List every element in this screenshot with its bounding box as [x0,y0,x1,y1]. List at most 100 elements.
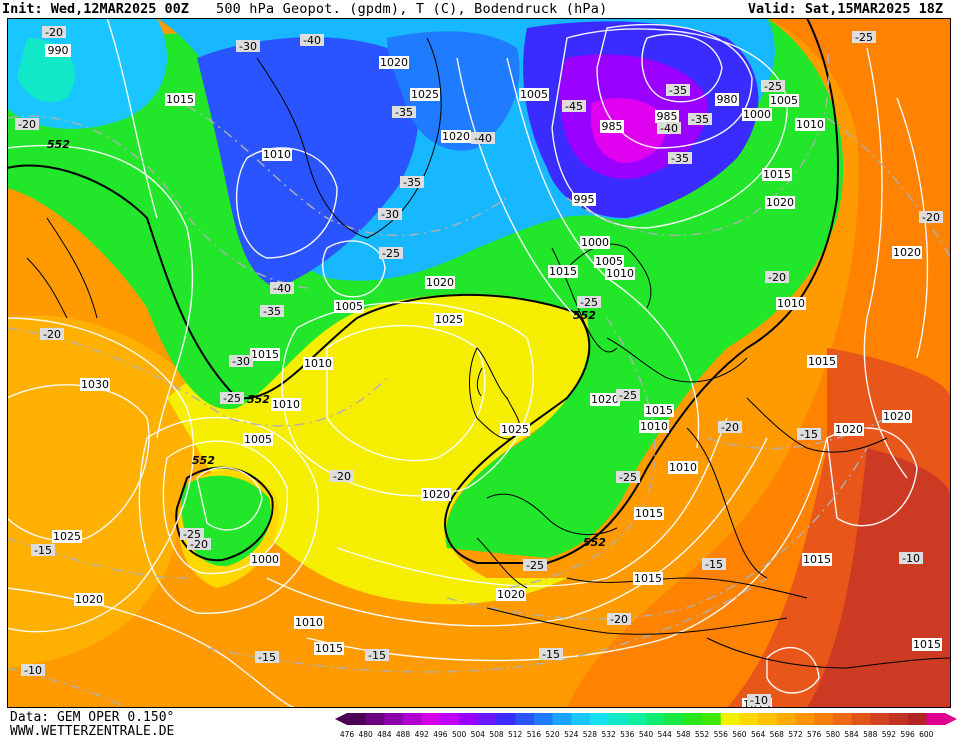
svg-text:-20: -20 [190,538,208,551]
colorbar-tick-label: 576 [807,730,822,739]
isobar-label: 1015 [634,507,664,520]
svg-text:980: 980 [717,93,738,106]
init-time-label: Init: Wed,12MAR2025 00Z [2,1,189,17]
colorbar-swatch [589,713,610,725]
isobar-label: 1015 [633,572,663,585]
temperature-label: -25 [616,471,640,484]
svg-text:-10: -10 [24,664,42,677]
temperature-label: -35 [400,176,424,189]
svg-text:-30: -30 [381,208,399,221]
temperature-label: -35 [392,106,416,119]
colorbar-swatch [477,713,497,725]
isobar-label: 990 [45,44,71,57]
temperature-label: -40 [657,122,681,135]
svg-text:-20: -20 [721,421,739,434]
colorbar-tick-label: 532 [601,730,616,739]
svg-text:-10: -10 [902,552,920,565]
temperature-label: -20 [42,26,66,39]
isobar-label: 1025 [500,423,530,436]
svg-text:990: 990 [48,44,69,57]
svg-text:1010: 1010 [272,398,300,411]
isobar-label: 1020 [882,410,912,423]
isobar-label: 1020 [441,130,471,143]
isobar-label: 980 [715,93,739,106]
colorbar-labels: 476 480 484 488 492 496 500 504 508 512 516 520 524 5… [340,730,934,739]
isobar-label: 1015 [807,355,837,368]
svg-text:-15: -15 [34,544,52,557]
temperature-label: -15 [255,651,279,664]
colorbar-tick-label: 568 [770,730,785,739]
svg-text:-20: -20 [922,211,940,224]
isobar-label: 1025 [434,313,464,326]
svg-text:-20: -20 [45,26,63,39]
colorbar-swatch [739,713,759,725]
svg-text:-10: -10 [750,694,768,707]
svg-text:1010: 1010 [295,616,323,629]
colorbar-tick-label: 512 [508,730,523,739]
svg-text:-35: -35 [263,305,281,318]
colorbar-swatch [795,713,815,725]
colorbar-swatch [851,713,871,725]
svg-text:-25: -25 [183,528,201,541]
temperature-label: -20 [15,118,39,131]
svg-text:-40: -40 [474,132,492,145]
isobar-label: 1005 [769,94,799,107]
svg-text:1025: 1025 [411,88,439,101]
colorbar-swatch [702,713,722,725]
temperature-label: -15 [797,428,821,441]
colorbar-swatch [646,713,666,725]
valid-time-label: Valid: Sat,15MAR2025 18Z [747,1,943,17]
temperature-label: -10 [747,694,771,707]
svg-text:1000: 1000 [743,108,771,121]
colorbar-swatch [870,713,890,725]
colorbar-swatch [533,713,554,725]
svg-text:1015: 1015 [549,265,577,278]
temperature-label: -30 [229,355,253,368]
colorbar-tick-label: 528 [583,730,598,739]
colorbar-swatches [335,713,957,725]
isobar-label: 1000 [250,553,280,566]
colorbar-swatch [440,713,460,725]
svg-text:1020: 1020 [883,410,911,423]
isobar-label: 1025 [52,530,82,543]
geopotential-label: 552 [573,309,596,322]
svg-text:-25: -25 [619,389,637,402]
isobar-label: 1030 [80,378,110,391]
colorbar-swatch [814,713,834,725]
svg-text:1005: 1005 [770,94,798,107]
temperature-label: -25 [577,296,601,309]
isobar-label: 1010 [776,297,806,310]
svg-text:1015: 1015 [645,404,673,417]
svg-text:1005: 1005 [595,255,623,268]
colorbar-swatch [683,713,703,725]
colorbar-swatch [421,713,441,725]
temperature-label-layer: -20 -30 -40 -35 -40 -35 -30 -25 -40 -35 … [15,26,943,707]
colorbar-tick-label: 556 [714,730,729,739]
header-bar: Init: Wed,12MAR2025 00Z 500 hPa Geopot. … [0,0,959,18]
svg-text:-25: -25 [382,247,400,260]
colorbar-arrow-high [945,713,957,725]
svg-text:1015: 1015 [763,168,791,181]
geopotential-label: 552 [47,138,70,151]
isobar-label: 1015 [762,168,792,181]
coastlines [26,37,951,669]
svg-text:1020: 1020 [893,246,921,259]
svg-text:1015: 1015 [913,638,941,651]
svg-text:-15: -15 [705,558,723,571]
colorbar-tick-label: 508 [489,730,504,739]
svg-text:1010: 1010 [796,118,824,131]
colorbar-swatch [832,713,853,725]
isobar-label: 1015 [314,642,344,655]
temperature-label: -10 [899,552,923,565]
svg-text:1005: 1005 [244,433,272,446]
geopotential-label: 552 [583,536,606,549]
temperature-label: -25 [180,528,204,541]
svg-text:1005: 1005 [520,88,548,101]
isobar-label: 1005 [334,300,364,313]
colorbar-swatch [365,713,385,725]
colorbar-tick-label: 584 [844,730,859,739]
chart-title: 500 hPa Geopot. (gpdm), T (C), Bodendruc… [216,1,608,17]
isobar-label: 1010 [795,118,825,131]
footer-credits: Data: GEM OPER 0.150° WWW.WETTERZENTRALE… [10,711,174,739]
isobar-label: 1015 [912,638,942,651]
